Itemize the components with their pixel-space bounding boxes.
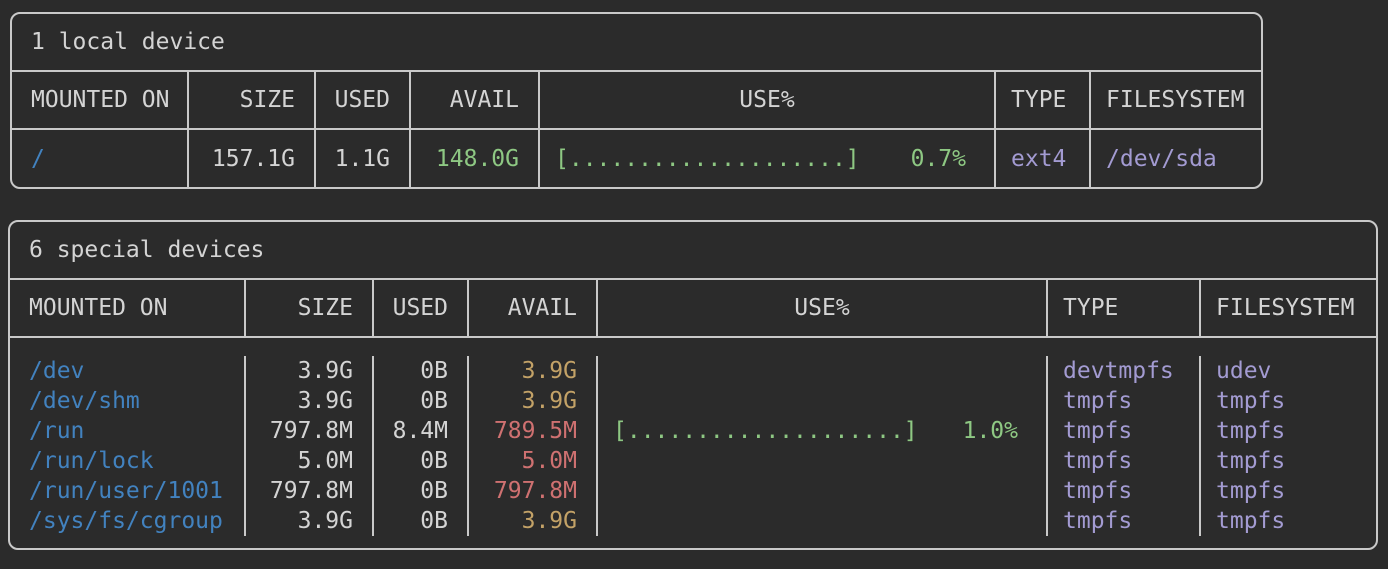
- cell-filesystem: tmpfs: [1216, 388, 1286, 414]
- panel-special-devices: 6 special devices MOUNTED ON SIZE USED A…: [8, 220, 1378, 550]
- local-devices-header-row: MOUNTED ON SIZE USED AVAIL USE% TYPE FIL…: [12, 72, 1261, 130]
- cell-used: 0B: [420, 388, 448, 414]
- panel-local-devices: 1 local device MOUNTED ON SIZE USED AVAI…: [10, 12, 1263, 189]
- cell-use-percent: [....................] 1.0%: [598, 416, 1046, 446]
- column-use-percent: [....................] 1.0%: [598, 356, 1048, 536]
- header-use-percent: USE%: [540, 72, 996, 128]
- cell-size: 3.9G: [297, 388, 353, 414]
- cell-size: 157.1G: [189, 130, 316, 187]
- cell-used: 0B: [420, 358, 448, 384]
- header-mounted-on: MOUNTED ON: [10, 280, 246, 336]
- cell-avail: 5.0M: [521, 448, 577, 474]
- cell-avail: 789.5M: [493, 418, 577, 444]
- cell-avail: 3.9G: [521, 508, 577, 534]
- cell-size: 3.9G: [297, 358, 353, 384]
- cell-avail: 3.9G: [521, 358, 577, 384]
- cell-size: 797.8M: [269, 418, 353, 444]
- header-size: SIZE: [246, 280, 374, 336]
- usage-bar: [....................]: [613, 418, 918, 444]
- header-use-percent: USE%: [598, 280, 1048, 336]
- column-avail: 3.9G 3.9G 789.5M 5.0M 797.8M 3.9G: [469, 356, 598, 536]
- cell-filesystem: tmpfs: [1216, 478, 1286, 504]
- cell-type: devtmpfs: [1063, 358, 1174, 384]
- header-filesystem: FILESYSTEM: [1106, 87, 1245, 113]
- cell-avail: 3.9G: [521, 388, 577, 414]
- cell-filesystem: tmpfs: [1216, 448, 1286, 474]
- cell-mounted-on: /dev/shm: [29, 388, 140, 414]
- cell-avail: 148.0G: [411, 130, 540, 187]
- cell-use-percent: [598, 446, 1046, 476]
- cell-mounted-on: /run/lock: [29, 448, 154, 474]
- local-devices-title: 1 local device: [12, 14, 1261, 72]
- cell-type: tmpfs: [1063, 508, 1133, 534]
- cell-type: ext4: [996, 130, 1091, 187]
- cell-size: 3.9G: [297, 508, 353, 534]
- cell-type: tmpfs: [1063, 418, 1133, 444]
- header-avail: AVAIL: [411, 72, 540, 128]
- cell-size: 797.8M: [269, 478, 353, 504]
- cell-filesystem: tmpfs: [1216, 418, 1286, 444]
- special-devices-header-row: MOUNTED ON SIZE USED AVAIL USE% TYPE FIL…: [10, 280, 1376, 338]
- local-devices-data-row: / 157.1G 1.1G 148.0G [..................…: [12, 130, 1261, 187]
- header-used: USED: [316, 72, 411, 128]
- header-size: SIZE: [189, 72, 316, 128]
- cell-mounted-on: /run: [29, 418, 85, 444]
- cell-used: 8.4M: [392, 418, 448, 444]
- cell-type: tmpfs: [1063, 478, 1133, 504]
- cell-filesystem: tmpfs: [1216, 508, 1286, 534]
- column-filesystem: udev tmpfs tmpfs tmpfs tmpfs tmpfs: [1201, 356, 1376, 536]
- header-mounted-on: MOUNTED ON: [12, 72, 189, 128]
- column-mounted-on: /dev /dev/shm /run /run/lock /run/user/1…: [10, 356, 246, 536]
- cell-used: 0B: [420, 508, 448, 534]
- column-type: devtmpfs tmpfs tmpfs tmpfs tmpfs tmpfs: [1048, 356, 1201, 536]
- cell-mounted-on: /dev: [29, 358, 85, 384]
- cell-use-percent: [....................] 0.7%: [540, 130, 996, 187]
- cell-use-percent: [598, 476, 1046, 506]
- cell-type: tmpfs: [1063, 448, 1133, 474]
- column-used: 0B 0B 8.4M 0B 0B 0B: [374, 356, 469, 536]
- header-filesystem: FILESYSTEM: [1216, 295, 1355, 321]
- cell-mounted-on: /run/user/1001: [29, 478, 223, 504]
- header-type: TYPE: [1048, 280, 1201, 336]
- column-size: 3.9G 3.9G 797.8M 5.0M 797.8M 3.9G: [246, 356, 374, 536]
- cell-use-percent: [598, 506, 1046, 536]
- cell-use-percent: [598, 356, 1046, 386]
- special-devices-title: 6 special devices: [10, 222, 1376, 280]
- cell-used: 1.1G: [316, 130, 411, 187]
- usage-percent: 1.0%: [962, 418, 1018, 444]
- header-used: USED: [374, 280, 469, 336]
- cell-size: 5.0M: [297, 448, 353, 474]
- header-type: TYPE: [996, 72, 1091, 128]
- usage-percent: 0.7%: [910, 145, 966, 172]
- cell-avail: 797.8M: [493, 478, 577, 504]
- header-avail: AVAIL: [469, 280, 598, 336]
- cell-used: 0B: [420, 478, 448, 504]
- cell-mounted-on: /sys/fs/cgroup: [29, 508, 223, 534]
- usage-bar: [....................]: [555, 145, 860, 172]
- cell-type: tmpfs: [1063, 388, 1133, 414]
- cell-filesystem: /dev/sda: [1106, 145, 1217, 172]
- cell-mounted-on: /: [12, 130, 189, 187]
- cell-use-percent: [598, 386, 1046, 416]
- special-devices-body: /dev /dev/shm /run /run/lock /run/user/1…: [10, 338, 1376, 548]
- cell-used: 0B: [420, 448, 448, 474]
- cell-filesystem: udev: [1216, 358, 1272, 384]
